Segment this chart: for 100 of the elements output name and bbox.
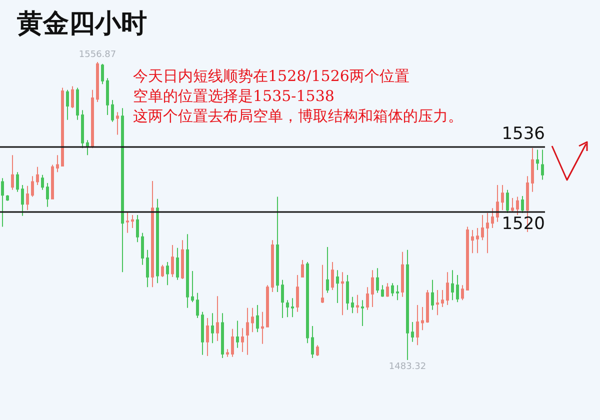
chart-title: 黄金四小时 — [16, 9, 147, 39]
candlestick — [76, 87, 79, 120]
candlestick — [146, 249, 149, 288]
candlestick — [66, 89, 69, 120]
candlestick — [416, 304, 419, 346]
candlestick — [196, 292, 199, 318]
candlestick — [536, 149, 539, 171]
candlestick — [181, 240, 184, 280]
candlestick — [211, 312, 214, 344]
candlestick — [491, 208, 494, 228]
candlestick — [11, 154, 14, 190]
candlestick — [371, 270, 374, 308]
candlestick — [56, 154, 59, 173]
candlestick — [381, 284, 384, 298]
candlestick — [426, 289, 429, 324]
annotation: 1556.87 — [78, 50, 116, 60]
candlestick — [351, 296, 354, 314]
candlestick — [21, 184, 24, 216]
candlestick — [496, 184, 499, 222]
candlestick — [276, 196, 279, 293]
candlestick — [481, 214, 484, 241]
candlestick — [341, 272, 344, 316]
candlestick — [246, 307, 249, 356]
candlestick — [186, 234, 189, 308]
candlestick — [306, 262, 309, 344]
candlestick — [421, 306, 424, 331]
candlestick — [301, 260, 304, 278]
candlestick — [361, 300, 364, 327]
candlestick — [96, 62, 99, 102]
candlestick — [291, 298, 294, 318]
candlestick — [171, 244, 174, 278]
candlestick — [286, 300, 289, 318]
candlestick — [401, 251, 404, 298]
candlestick — [346, 274, 349, 310]
candlestick — [116, 112, 119, 136]
annotation: 今天日内短线顺势在1528/1526两个位置 — [133, 66, 410, 86]
candlestick — [396, 284, 399, 301]
candlestick — [46, 182, 49, 208]
candlestick — [6, 194, 9, 202]
candlestick — [101, 63, 104, 85]
candlestick — [106, 78, 109, 116]
annotation: 这两个位置去布局空单，博取结构和箱体的压力。 — [133, 106, 463, 126]
candlestick — [136, 214, 139, 243]
candlestick — [16, 172, 19, 192]
candlestick — [411, 321, 414, 342]
candlestick — [236, 320, 239, 348]
candlestick — [501, 184, 504, 211]
candlestick — [126, 211, 129, 234]
candlestick — [321, 264, 324, 304]
candlestick — [86, 140, 89, 156]
candlestick — [156, 198, 159, 284]
candlestick — [541, 149, 544, 180]
annotation: 1483.32 — [388, 362, 426, 372]
candlestick — [511, 198, 514, 212]
candlestick — [216, 296, 219, 342]
candlestick — [241, 328, 244, 352]
candlestick — [226, 348, 229, 358]
candlestick — [466, 226, 469, 290]
candlestick — [141, 232, 144, 266]
candlestick — [391, 282, 394, 297]
candlestick — [26, 185, 29, 211]
candlestick — [51, 164, 54, 200]
candlestick — [266, 284, 269, 328]
candlestick — [386, 282, 389, 298]
candlestick — [446, 272, 449, 306]
candlestick — [326, 246, 329, 294]
candlestick — [151, 180, 154, 288]
candlestick — [476, 227, 479, 254]
candlestick — [91, 89, 94, 149]
candlestick — [131, 214, 134, 228]
candlestick — [271, 240, 274, 293]
candlestick — [486, 212, 489, 254]
candlestick — [506, 189, 509, 214]
candlestick — [1, 178, 4, 228]
candlestick — [71, 86, 74, 109]
candlestick — [261, 311, 264, 344]
candlestick — [331, 262, 334, 290]
candlestick — [366, 286, 369, 310]
candlestick — [221, 312, 224, 359]
candlestick — [121, 108, 124, 273]
candlestick — [531, 148, 534, 192]
candlestick — [161, 264, 164, 278]
candlestick — [431, 279, 434, 310]
annotation: 空单的位置选择是1535-1538 — [133, 86, 336, 106]
candlestick — [441, 289, 444, 308]
candlestick — [436, 289, 439, 316]
candlestick — [376, 268, 379, 294]
candlestick — [31, 176, 34, 198]
candlestick — [356, 294, 359, 314]
candlestick — [281, 279, 284, 318]
candlestick — [206, 317, 209, 357]
candlestick — [406, 249, 409, 360]
candlestick — [521, 195, 524, 214]
candlestick — [316, 344, 319, 357]
ref-line-label: 1536 — [502, 124, 545, 144]
candlestick — [36, 166, 39, 186]
candlestick — [81, 110, 84, 149]
candlestick — [296, 274, 299, 312]
candlestick — [176, 247, 179, 280]
candlestick — [451, 270, 454, 301]
